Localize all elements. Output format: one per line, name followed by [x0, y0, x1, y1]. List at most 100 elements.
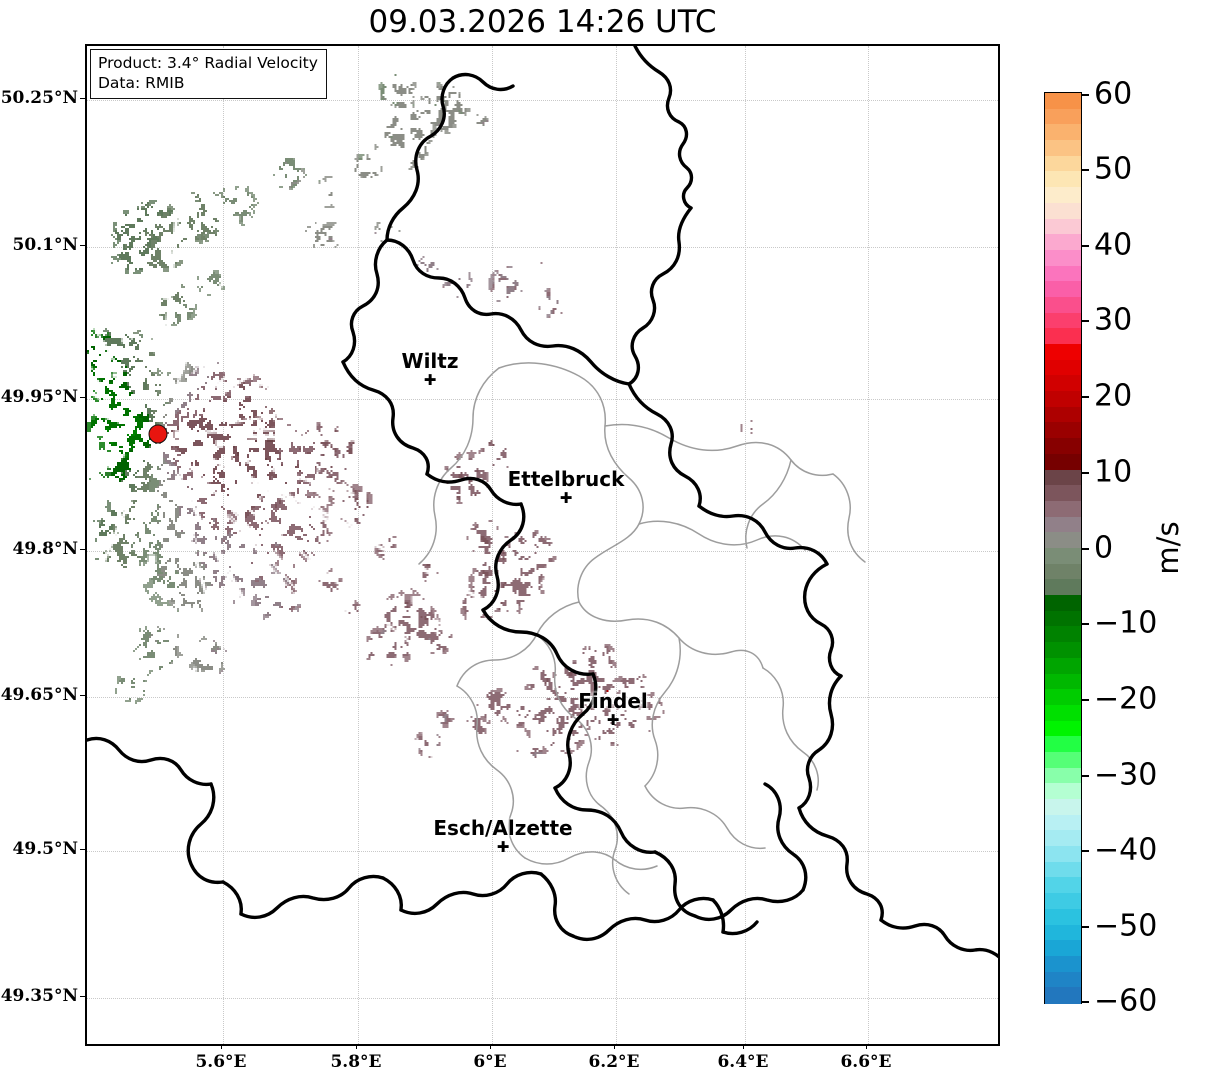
colorbar-gradient: [1045, 93, 1081, 1004]
colorbar-band-32: [1045, 595, 1081, 612]
y-axis-label-2: 49.95°N: [0, 387, 78, 407]
regional-borders: [418, 362, 866, 895]
colorbar-tick-label-9: −30: [1094, 757, 1158, 793]
city-name: Esch/Alzette: [433, 816, 573, 840]
colorbar-band-41: [1045, 736, 1081, 753]
colorbar-band-50: [1045, 877, 1081, 894]
colorbar-tick-1: [1082, 169, 1089, 171]
y-axis-label-0: 50.25°N: [0, 88, 78, 108]
colorbar-band-33: [1045, 610, 1081, 627]
colorbar-band-38: [1045, 689, 1081, 706]
y-axis-label-5: 49.5°N: [12, 839, 78, 859]
colorbar-band-24: [1045, 469, 1081, 486]
y-axis-label-1: 50.1°N: [12, 235, 78, 255]
colorbar: [1044, 92, 1082, 1004]
x-tick-5: [866, 1044, 867, 1049]
info-data-line: Data: RMIB: [98, 73, 185, 92]
city-marker-icon: ✚: [606, 711, 620, 729]
colorbar-band-3: [1045, 140, 1081, 157]
y-axis-label-4: 49.65°N: [0, 685, 78, 705]
colorbar-band-17: [1045, 359, 1081, 376]
colorbar-tick-label-4: 20: [1094, 378, 1133, 414]
colorbar-tick-label-10: −40: [1094, 832, 1158, 868]
x-tick-1: [356, 1044, 357, 1049]
colorbar-band-47: [1045, 830, 1081, 847]
colorbar-tick-8: [1082, 699, 1089, 701]
colorbar-band-49: [1045, 861, 1081, 879]
colorbar-band-55: [1045, 955, 1081, 973]
colorbar-band-28: [1045, 532, 1081, 549]
city-label-ettelbruck: Ettelbruck ✚: [507, 467, 625, 506]
colorbar-tick-9: [1082, 775, 1089, 777]
colorbar-band-12: [1045, 281, 1081, 298]
info-product-line: Product: 3.4° Radial Velocity: [98, 54, 318, 72]
x-tick-0: [221, 1044, 222, 1049]
colorbar-tick-10: [1082, 850, 1089, 852]
colorbar-band-6: [1045, 187, 1081, 204]
y-tick-4: [80, 695, 85, 696]
colorbar-tick-6: [1082, 548, 1089, 550]
colorbar-tick-label-2: 40: [1094, 227, 1133, 263]
y-tick-5: [80, 849, 85, 850]
colorbar-band-5: [1045, 171, 1081, 188]
colorbar-band-23: [1045, 453, 1081, 471]
colorbar-band-43: [1045, 767, 1081, 784]
colorbar-band-34: [1045, 626, 1081, 643]
colorbar-band-53: [1045, 924, 1081, 941]
colorbar-band-36: [1045, 657, 1081, 675]
colorbar-band-51: [1045, 893, 1081, 910]
colorbar-band-57: [1045, 987, 1081, 1004]
colorbar-band-40: [1045, 720, 1081, 737]
radar-site-marker[interactable]: [148, 424, 168, 444]
colorbar-band-9: [1045, 234, 1081, 251]
colorbar-tick-label-7: −10: [1094, 605, 1158, 641]
x-axis-label-0: 5.6°E: [195, 1052, 247, 1072]
colorbar-band-39: [1045, 704, 1081, 722]
x-axis-label-5: 6.6°E: [840, 1052, 892, 1072]
colorbar-unit-label: m/s: [1151, 521, 1185, 575]
product-info-box: Product: 3.4° Radial Velocity Data: RMIB: [90, 49, 327, 99]
radar-map-plot[interactable]: Wiltz ✚ Ettelbruck ✚ Findel ✚ Esch/Alzette ✚ Pr…: [85, 44, 1000, 1046]
city-marker-icon: ✚: [423, 371, 437, 389]
colorbar-band-54: [1045, 940, 1081, 957]
x-axis-label-3: 6.2°E: [588, 1052, 640, 1072]
colorbar-band-25: [1045, 485, 1081, 502]
colorbar-tick-label-6: 0: [1094, 530, 1114, 566]
x-tick-4: [743, 1044, 744, 1049]
x-axis-label-4: 6.4°E: [717, 1052, 769, 1072]
colorbar-tick-2: [1082, 245, 1089, 247]
colorbar-band-27: [1045, 516, 1081, 533]
y-axis-label-6: 49.35°N: [0, 986, 78, 1006]
colorbar-band-14: [1045, 312, 1081, 329]
x-axis-label-2: 6°E: [473, 1052, 507, 1072]
city-label-findel: Findel ✚: [578, 689, 648, 729]
y-tick-2: [80, 397, 85, 398]
colorbar-tick-0: [1082, 94, 1089, 96]
colorbar-band-44: [1045, 783, 1081, 800]
city-label-esch-alzette: Esch/Alzette ✚: [433, 816, 573, 856]
map-borders-layer: [87, 46, 998, 959]
city-name: Wiltz: [401, 349, 459, 373]
colorbar-band-35: [1045, 642, 1081, 659]
colorbar-tick-label-12: −60: [1094, 983, 1158, 1019]
city-marker-icon: ✚: [496, 838, 510, 856]
colorbar-band-45: [1045, 799, 1081, 816]
colorbar-band-42: [1045, 751, 1081, 769]
colorbar-band-22: [1045, 438, 1081, 455]
colorbar-band-48: [1045, 846, 1081, 863]
colorbar-band-8: [1045, 218, 1081, 235]
radar-reflectivity-layer: [87, 46, 998, 1044]
colorbar-tick-7: [1082, 623, 1089, 625]
national-borders: [87, 46, 998, 959]
colorbar-tick-label-5: 10: [1094, 454, 1133, 490]
city-name: Findel: [578, 689, 648, 713]
colorbar-band-56: [1045, 971, 1081, 988]
colorbar-band-0: [1045, 93, 1081, 110]
city-name: Ettelbruck: [507, 467, 625, 491]
colorbar-tick-label-11: −50: [1094, 908, 1158, 944]
colorbar-tick-3: [1082, 320, 1089, 322]
colorbar-band-4: [1045, 155, 1081, 172]
colorbar-tick-4: [1082, 396, 1089, 398]
colorbar-band-15: [1045, 328, 1081, 345]
page-title: 09.03.2026 14:26 UTC: [368, 4, 717, 40]
